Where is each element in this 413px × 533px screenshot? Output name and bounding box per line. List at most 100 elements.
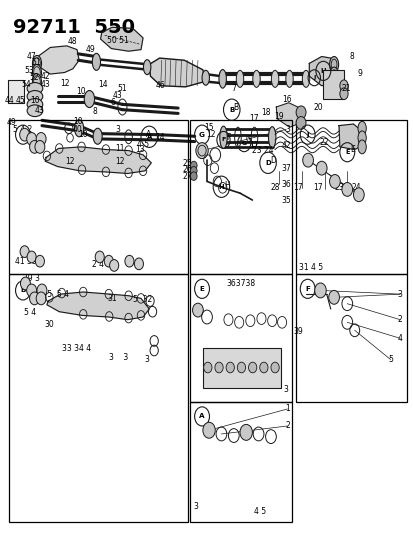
Circle shape — [190, 166, 197, 175]
Text: 363738: 363738 — [226, 279, 255, 288]
Text: 43: 43 — [40, 79, 50, 88]
Circle shape — [36, 133, 46, 146]
Text: 17: 17 — [249, 141, 259, 150]
Text: 35: 35 — [281, 196, 290, 205]
Circle shape — [214, 362, 223, 373]
Circle shape — [259, 362, 267, 373]
Circle shape — [353, 188, 363, 201]
Circle shape — [225, 362, 234, 373]
Text: 17: 17 — [249, 114, 259, 123]
Circle shape — [20, 128, 29, 141]
Text: 26: 26 — [183, 165, 192, 174]
Text: 7: 7 — [231, 84, 236, 93]
Circle shape — [328, 290, 339, 304]
Bar — [9, 120, 188, 274]
Ellipse shape — [27, 91, 43, 102]
Text: 10: 10 — [76, 86, 86, 95]
Polygon shape — [47, 292, 149, 320]
Ellipse shape — [92, 53, 100, 70]
Polygon shape — [275, 103, 300, 127]
Ellipse shape — [268, 127, 275, 148]
Text: 51: 51 — [31, 59, 40, 67]
Ellipse shape — [271, 70, 278, 87]
Text: 4 5  5 4: 4 5 5 4 — [40, 289, 69, 298]
Text: 2: 2 — [397, 315, 401, 324]
Circle shape — [27, 251, 36, 263]
Circle shape — [21, 277, 30, 290]
Bar — [190, 120, 291, 274]
Text: 2: 2 — [285, 422, 289, 431]
Text: G: G — [199, 132, 204, 138]
Text: 41 33: 41 33 — [14, 257, 36, 265]
Text: 35: 35 — [192, 305, 202, 314]
Circle shape — [35, 141, 45, 154]
Text: F: F — [304, 286, 309, 292]
Text: 5  32: 5 32 — [133, 295, 152, 304]
Text: 40: 40 — [72, 125, 82, 134]
Text: 48: 48 — [68, 37, 78, 46]
Text: 49: 49 — [85, 45, 95, 54]
Text: 47: 47 — [27, 52, 36, 61]
Ellipse shape — [74, 120, 83, 137]
Text: 29 3: 29 3 — [23, 273, 40, 282]
Text: 12: 12 — [60, 78, 69, 87]
Ellipse shape — [236, 70, 243, 87]
Circle shape — [190, 172, 197, 180]
Ellipse shape — [285, 70, 292, 87]
Text: 54: 54 — [21, 79, 31, 88]
Text: 9: 9 — [356, 69, 361, 78]
Text: 16: 16 — [282, 94, 292, 103]
Text: 39: 39 — [293, 327, 303, 336]
Circle shape — [316, 161, 326, 175]
Text: 17: 17 — [292, 183, 302, 192]
Text: 20: 20 — [313, 102, 323, 111]
Text: A: A — [199, 414, 204, 419]
Polygon shape — [36, 46, 79, 74]
Ellipse shape — [27, 105, 43, 117]
Text: 8: 8 — [92, 107, 97, 116]
Circle shape — [195, 143, 208, 159]
Text: 11: 11 — [115, 144, 125, 153]
Ellipse shape — [143, 60, 150, 75]
Circle shape — [95, 251, 104, 263]
Bar — [295, 274, 406, 402]
Text: 45: 45 — [16, 96, 25, 105]
Text: 42: 42 — [40, 71, 50, 80]
Polygon shape — [100, 27, 143, 51]
Ellipse shape — [301, 70, 309, 87]
Text: 52: 52 — [29, 73, 38, 82]
Text: 53: 53 — [25, 67, 34, 75]
Ellipse shape — [357, 131, 366, 145]
Circle shape — [35, 255, 44, 267]
Ellipse shape — [329, 67, 338, 83]
Circle shape — [295, 106, 305, 119]
Polygon shape — [309, 56, 333, 86]
Circle shape — [190, 161, 197, 169]
Text: D: D — [269, 156, 275, 165]
Text: 12: 12 — [206, 130, 215, 139]
Text: D: D — [265, 160, 270, 166]
Polygon shape — [45, 147, 151, 173]
Ellipse shape — [357, 140, 366, 154]
Text: B: B — [233, 102, 238, 111]
Ellipse shape — [202, 70, 209, 85]
Text: 42: 42 — [281, 141, 291, 150]
Circle shape — [237, 362, 245, 373]
Text: H: H — [223, 181, 229, 190]
Circle shape — [109, 260, 119, 271]
Text: 4 5: 4 5 — [137, 140, 149, 149]
Text: 5 4 2: 5 4 2 — [12, 125, 32, 134]
Ellipse shape — [329, 56, 338, 72]
Text: 46: 46 — [156, 81, 165, 90]
Polygon shape — [338, 124, 362, 150]
Bar — [295, 120, 406, 274]
Text: D: D — [20, 132, 26, 138]
Ellipse shape — [218, 69, 226, 88]
Ellipse shape — [219, 126, 227, 149]
Text: 4: 4 — [397, 334, 401, 343]
Text: 23: 23 — [333, 183, 343, 192]
Text: B: B — [228, 107, 234, 112]
Text: 2 4 5: 2 4 5 — [92, 260, 111, 269]
Ellipse shape — [27, 99, 43, 110]
Ellipse shape — [32, 74, 41, 90]
